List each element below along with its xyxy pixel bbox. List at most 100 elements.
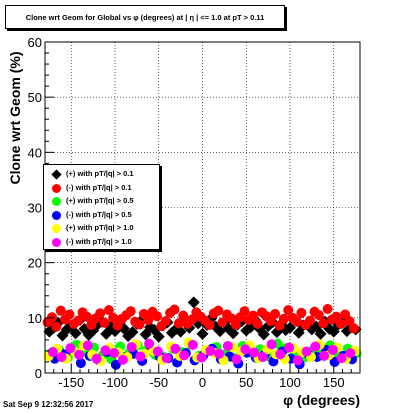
x-tick-label: -150 xyxy=(58,375,84,390)
timestamp: Sat Sep 9 12:32:56 2017 xyxy=(3,400,94,409)
data-point xyxy=(82,311,92,322)
legend-entry: (-) with pT/|q| > 0.1 xyxy=(44,182,159,195)
data-point xyxy=(240,344,251,355)
data-point xyxy=(318,318,329,329)
data-point xyxy=(82,340,93,351)
data-point xyxy=(239,306,250,317)
data-point xyxy=(126,342,137,353)
data-point xyxy=(292,355,303,366)
data-point xyxy=(91,353,102,364)
data-point xyxy=(47,347,58,358)
data-point xyxy=(248,310,259,321)
y-tick-label: 20 xyxy=(28,256,42,271)
legend-marker xyxy=(52,183,61,193)
chart-title: Clone wrt Geom for Global vs φ (degrees)… xyxy=(25,12,265,22)
legend-entry: (-) with pT/|q| > 0.5 xyxy=(44,209,159,222)
data-point xyxy=(313,310,324,321)
data-point xyxy=(257,328,270,341)
x-axis-label: φ (degrees) xyxy=(283,392,360,408)
data-point xyxy=(196,352,207,363)
x-tick-label: 150 xyxy=(323,375,345,390)
data-point xyxy=(125,306,136,317)
data-point xyxy=(213,305,224,316)
data-point xyxy=(134,319,145,330)
data-point xyxy=(99,317,110,328)
data-point xyxy=(257,352,268,363)
data-point xyxy=(117,354,128,365)
legend-marker xyxy=(51,169,62,180)
data-point xyxy=(73,315,84,326)
data-point xyxy=(348,323,359,334)
data-point xyxy=(144,338,155,349)
y-tick-label: 40 xyxy=(28,145,42,160)
y-tick-label: 30 xyxy=(28,201,42,216)
x-tick-label: 50 xyxy=(239,375,253,390)
data-point xyxy=(126,326,139,339)
data-point xyxy=(205,345,216,356)
data-point xyxy=(270,308,281,319)
data-point xyxy=(69,327,82,340)
legend: (+) with pT/|q| > 0.1 (-) with pT/|q| > 0… xyxy=(43,164,160,250)
x-tick-label: 0 xyxy=(199,375,206,390)
data-point xyxy=(109,348,120,359)
data-point xyxy=(344,316,355,327)
data-point xyxy=(56,352,67,363)
data-point xyxy=(319,350,330,361)
chart-title-box: Clone wrt Geom for Global vs φ (degrees)… xyxy=(5,5,285,29)
legend-label: (+) with pT/|q| > 0.1 xyxy=(66,169,134,178)
data-point xyxy=(296,307,307,318)
data-point xyxy=(230,319,241,330)
data-point xyxy=(266,339,277,350)
data-point xyxy=(252,318,263,329)
data-points xyxy=(42,296,362,370)
legend-label: (-) with pT/|q| > 0.1 xyxy=(66,182,132,192)
data-point xyxy=(143,315,154,326)
data-point xyxy=(51,321,62,332)
data-point xyxy=(100,345,111,356)
data-point xyxy=(214,348,225,359)
data-point xyxy=(64,309,75,320)
data-point xyxy=(169,304,180,315)
data-point xyxy=(284,342,295,353)
legend-marker xyxy=(52,237,61,247)
data-point xyxy=(160,316,171,327)
x-tick-label: 100 xyxy=(279,375,301,390)
data-point xyxy=(310,341,321,352)
data-point xyxy=(152,330,165,343)
data-point xyxy=(301,346,312,357)
data-point xyxy=(161,353,172,364)
data-point xyxy=(278,313,289,324)
data-point xyxy=(336,353,347,364)
data-point xyxy=(345,348,356,359)
data-point xyxy=(95,308,106,319)
data-point xyxy=(335,318,346,329)
data-point xyxy=(179,350,190,361)
y-tick-label: 10 xyxy=(28,311,42,326)
data-point xyxy=(170,343,181,354)
legend-entry: (+) with pT/|q| > 0.1 xyxy=(44,168,159,181)
data-point xyxy=(135,351,146,362)
data-point xyxy=(204,320,215,331)
data-point xyxy=(178,310,189,321)
legend-marker xyxy=(52,197,61,206)
data-point xyxy=(292,316,302,327)
legend-label: (-) with pT/|q| > 1.0 xyxy=(66,236,132,246)
data-point xyxy=(110,359,121,370)
legend-marker xyxy=(52,210,61,220)
data-point xyxy=(249,347,260,358)
legend-label: (+) with pT/|q| > 1.0 xyxy=(66,223,134,232)
data-point xyxy=(331,311,342,322)
legend-label: (+) with pT/|q| > 0.5 xyxy=(66,196,134,205)
legend-label: (-) with pT/|q| > 0.5 xyxy=(66,209,132,219)
data-point xyxy=(275,349,286,360)
legend-marker xyxy=(52,224,61,233)
data-point xyxy=(152,346,163,357)
legend-entry: (-) with pT/|q| > 1.0 xyxy=(44,236,159,249)
legend-entry: (+) with pT/|q| > 1.0 xyxy=(44,222,159,235)
data-point xyxy=(322,304,333,315)
data-point xyxy=(265,316,276,327)
data-point xyxy=(103,305,114,316)
y-tick-label: 50 xyxy=(28,90,42,105)
x-tick-label: -100 xyxy=(102,375,128,390)
data-point xyxy=(65,343,76,354)
